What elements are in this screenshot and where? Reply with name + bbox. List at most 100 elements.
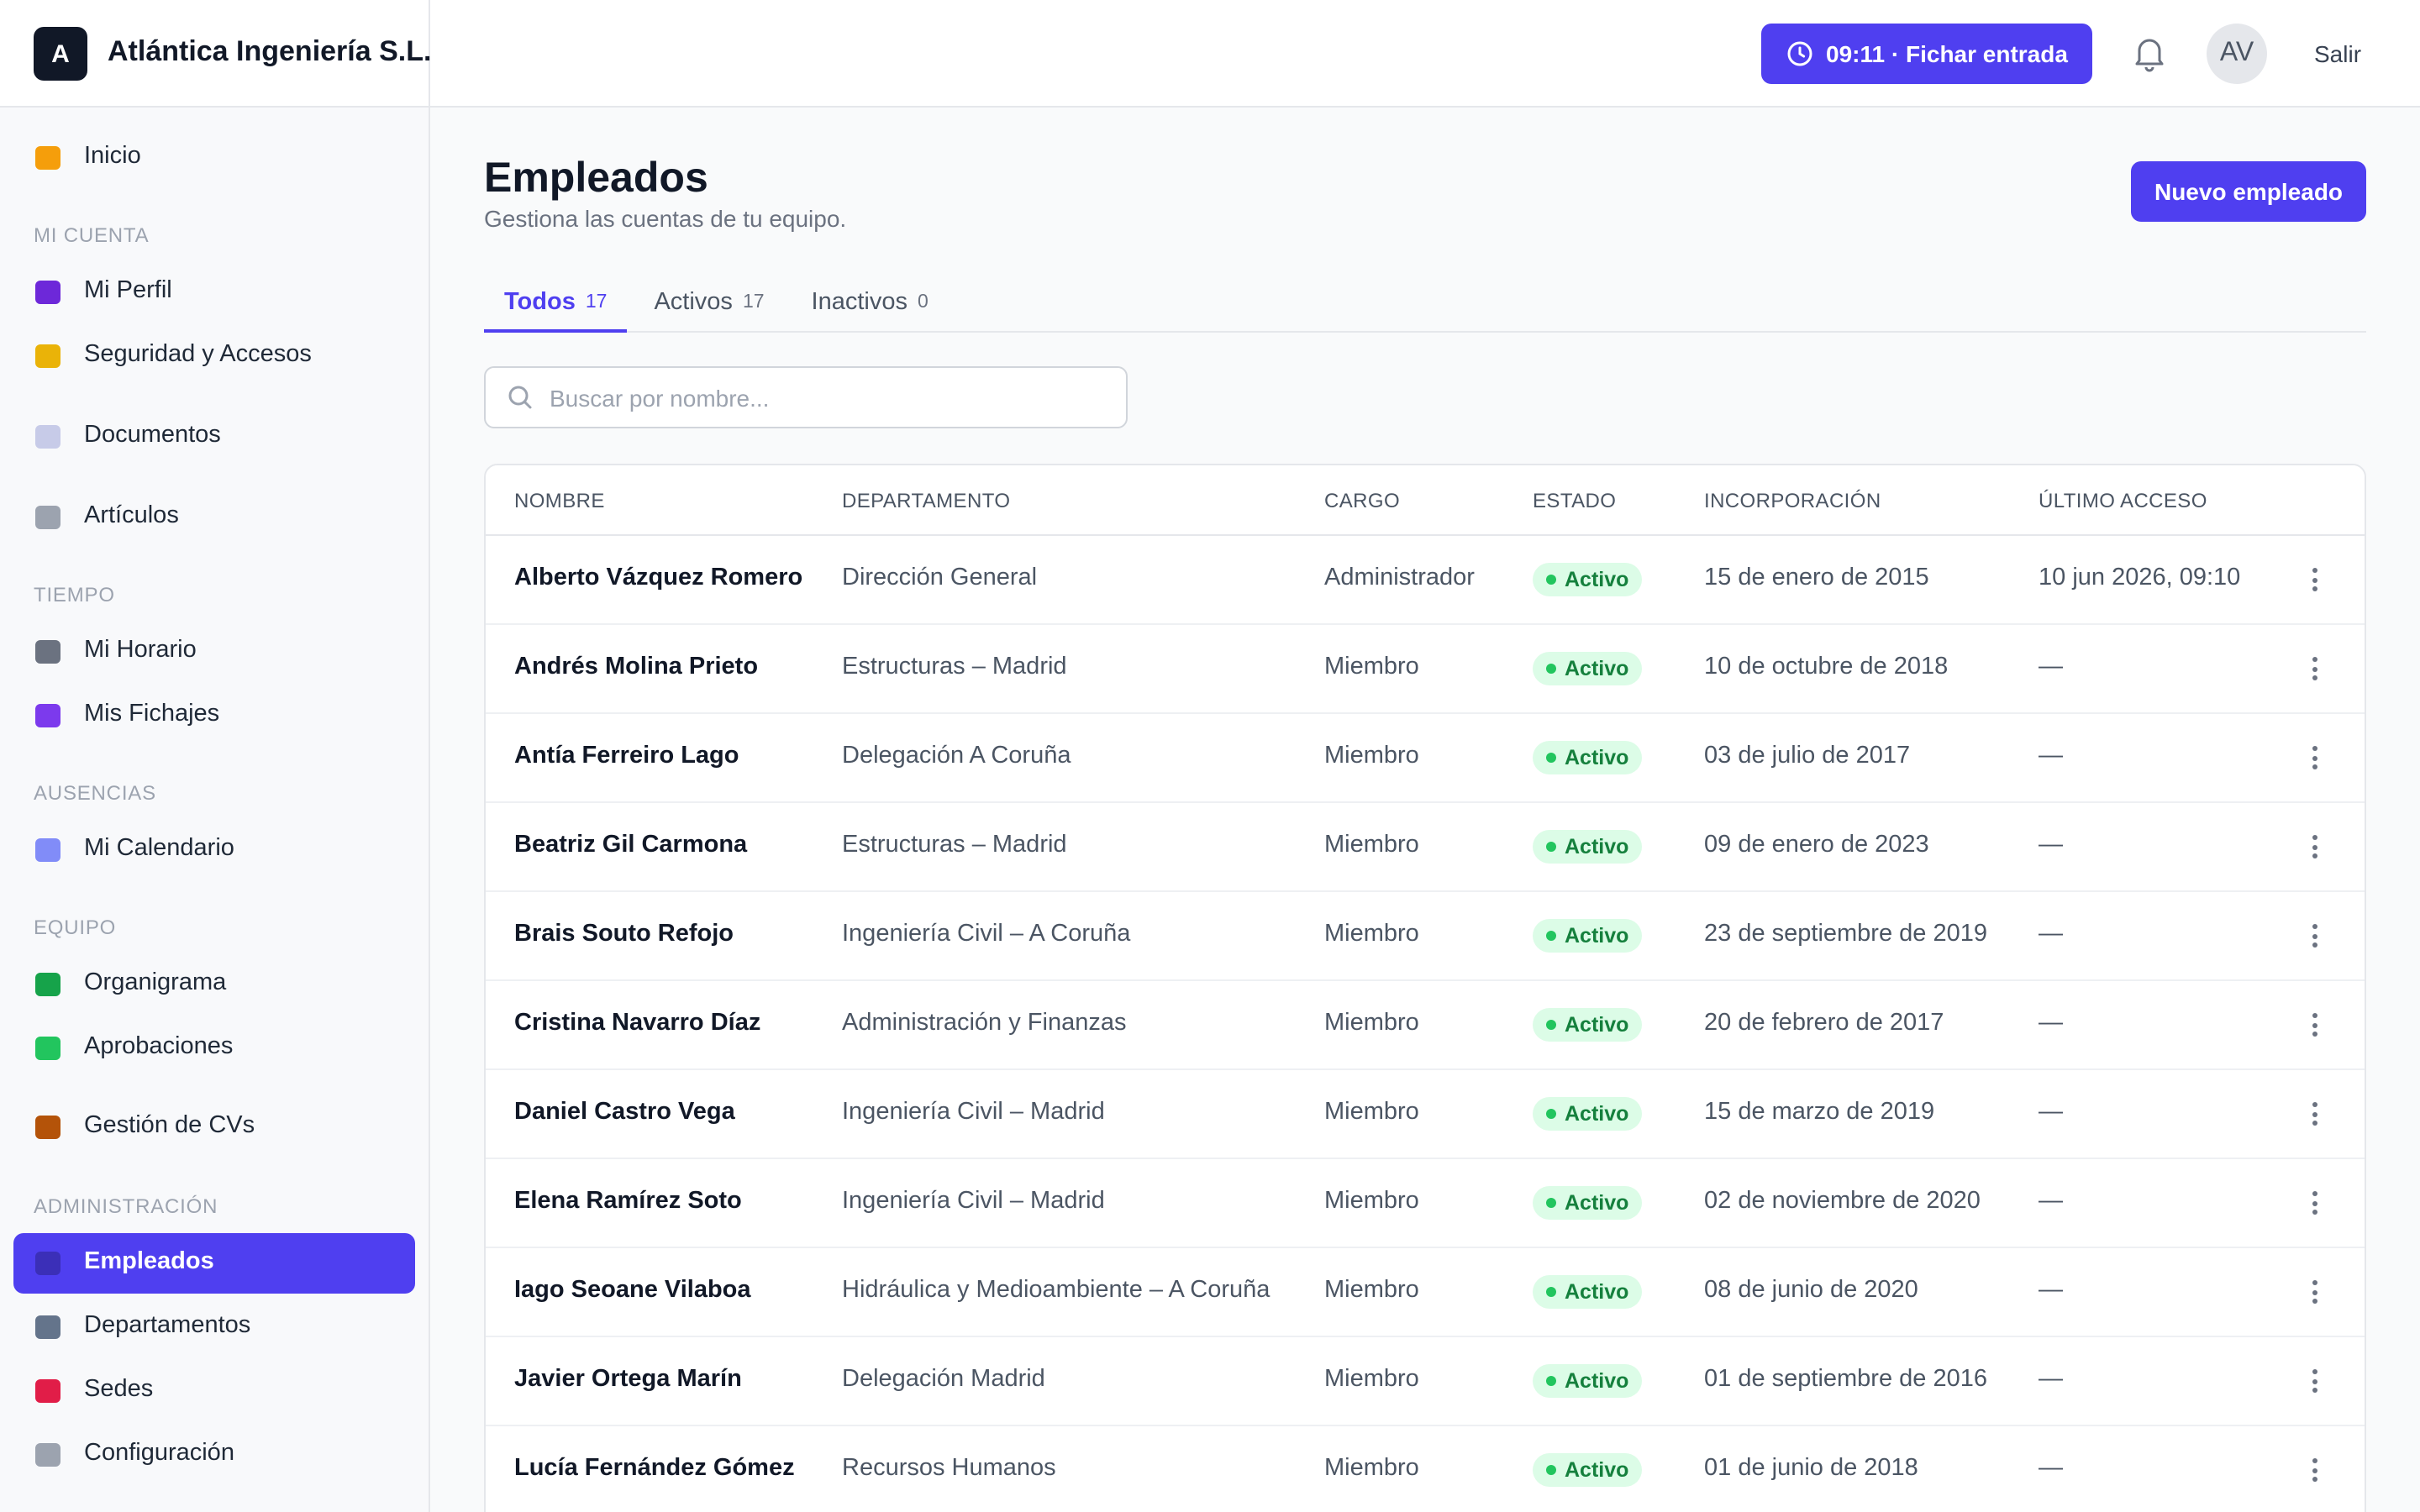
sidebar-item[interactable]: Gestión de CVs [13, 1097, 415, 1158]
menu-dot [2312, 924, 2317, 929]
table-row: Andrés Molina Prieto Estructuras – Madrid… [486, 625, 2365, 714]
sidebar-label: Mis Fichajes [84, 701, 220, 727]
sidebar-item[interactable]: Artículos [13, 487, 415, 548]
status-dot [1546, 753, 1556, 763]
table-row: Lucía Fernández Gómez Recursos Humanos Mie… [486, 1426, 2365, 1512]
status-dot [1546, 842, 1556, 852]
employee-name: Iago Seoane Vilaboa [514, 1277, 751, 1304]
sidebar-icon [35, 1443, 60, 1467]
cell: Miembro [1324, 743, 1419, 769]
table-row: Brais Souto Refojo Ingeniería Civil – A C… [486, 892, 2365, 981]
tabs: Todos 17 Activos 17 Inactivos 0 [484, 276, 955, 333]
new-employee-button[interactable]: Nuevo empleado [2131, 161, 2366, 222]
cell: 15 de enero de 2015 [1704, 564, 1929, 591]
sidebar-item[interactable]: Documentos [13, 407, 415, 467]
cell: Delegación Madrid [842, 1366, 1045, 1393]
status-badge: Activo [1533, 741, 1643, 774]
menu-dot [2312, 1477, 2317, 1482]
sidebar-label: Mi Perfil [84, 277, 172, 304]
tab[interactable]: Activos 17 [634, 276, 784, 333]
sidebar-icon [35, 146, 60, 170]
sidebar-item[interactable]: Departamentos [13, 1297, 415, 1357]
sidebar-item[interactable]: Mi Perfil [13, 262, 415, 323]
row-menu[interactable] [2307, 1099, 2321, 1129]
cell: 01 de junio de 2018 [1704, 1455, 1918, 1482]
cell: Miembro [1324, 832, 1419, 858]
menu-dot [2312, 675, 2317, 680]
column-header: ÚLTIMO ACCESO [2039, 489, 2207, 512]
clock-button[interactable]: 09:11 · Fichar entrada [1761, 24, 2092, 84]
sidebar-icon [35, 640, 60, 664]
menu-dot [2312, 853, 2317, 858]
menu-dot [2312, 1388, 2317, 1393]
tab[interactable]: Todos 17 [484, 276, 628, 333]
sidebar-item[interactable]: Mis Fichajes [13, 685, 415, 746]
row-menu[interactable] [2307, 832, 2321, 862]
row-menu[interactable] [2307, 921, 2321, 951]
menu-dot [2312, 844, 2317, 849]
cell: 10 de octubre de 2018 [1704, 654, 1949, 680]
status-label: Activo [1565, 1458, 1629, 1482]
employee-name: Javier Ortega Marín [514, 1366, 742, 1393]
cell: Miembro [1324, 1366, 1419, 1393]
sidebar-icon [35, 1315, 60, 1339]
row-menu[interactable] [2307, 1277, 2321, 1307]
tab[interactable]: Inactivos 0 [792, 276, 949, 333]
cell: Estructuras – Madrid [842, 654, 1067, 680]
sidebar-item[interactable]: Mi Horario [13, 622, 415, 682]
page-title: Empleados [484, 155, 708, 202]
table-row: Beatriz Gil Carmona Estructuras – Madrid M… [486, 803, 2365, 892]
sidebar-label: Gestión de CVs [84, 1112, 255, 1139]
status-badge: Activo [1533, 830, 1643, 864]
table-row: Cristina Navarro Díaz Administración y Fi… [486, 981, 2365, 1070]
search-icon [508, 386, 532, 409]
employee-name: Daniel Castro Vega [514, 1099, 735, 1126]
cell: 08 de junio de 2020 [1704, 1277, 1918, 1304]
row-menu[interactable] [2307, 564, 2321, 595]
status-label: Activo [1565, 568, 1629, 591]
logout[interactable]: Salir [2314, 40, 2362, 67]
row-menu[interactable] [2307, 1188, 2321, 1218]
tab-label: Activos [654, 289, 733, 316]
row-menu[interactable] [2307, 1010, 2321, 1040]
status-badge: Activo [1533, 1275, 1643, 1309]
menu-dot [2312, 1458, 2317, 1463]
table-row: Daniel Castro Vega Ingeniería Civil – Mad… [486, 1070, 2365, 1159]
clock-label: 09:11 · Fichar entrada [1826, 40, 2068, 67]
sidebar-icon [35, 1252, 60, 1275]
menu-dot [2312, 1369, 2317, 1374]
menu-dot [2312, 586, 2317, 591]
row-menu[interactable] [2307, 1455, 2321, 1485]
sidebar-label: Empleados [84, 1248, 214, 1275]
status-badge: Activo [1533, 1364, 1643, 1398]
sidebar-item[interactable]: Sedes [13, 1361, 415, 1421]
sidebar-item[interactable]: Seguridad y Accesos [13, 326, 415, 386]
menu-dot [2312, 746, 2317, 751]
status-badge: Activo [1533, 1008, 1643, 1042]
sidebar-item[interactable]: Configuración [13, 1425, 415, 1485]
row-menu[interactable] [2307, 654, 2321, 684]
menu-dot [2312, 1032, 2317, 1037]
status-dot [1546, 1465, 1556, 1475]
sidebar-label: Organigrama [84, 969, 227, 996]
status-label: Activo [1565, 1013, 1629, 1037]
row-menu[interactable] [2307, 1366, 2321, 1396]
bell-icon[interactable] [2133, 35, 2166, 72]
tab-label: Inactivos [811, 289, 908, 316]
sidebar-label: Aprobaciones [84, 1033, 234, 1060]
search-box[interactable]: Buscar por nombre... [484, 366, 1128, 428]
tab-count: 17 [742, 292, 765, 312]
cell: — [2039, 1455, 2063, 1482]
row-menu[interactable] [2307, 743, 2321, 773]
sidebar-icon [35, 1116, 60, 1139]
sidebar-item[interactable]: Mi Calendario [13, 820, 415, 880]
sidebar-item[interactable]: Inicio [13, 128, 415, 188]
menu-dot [2312, 1013, 2317, 1018]
avatar[interactable]: AV [2207, 24, 2267, 84]
sidebar-item[interactable]: Aprobaciones [13, 1018, 415, 1079]
sidebar-heading: ADMINISTRACIÓN [34, 1194, 218, 1218]
sidebar-item[interactable]: Organigrama [13, 954, 415, 1015]
menu-dot [2312, 835, 2317, 840]
sidebar-item[interactable]: Empleados [13, 1233, 415, 1294]
